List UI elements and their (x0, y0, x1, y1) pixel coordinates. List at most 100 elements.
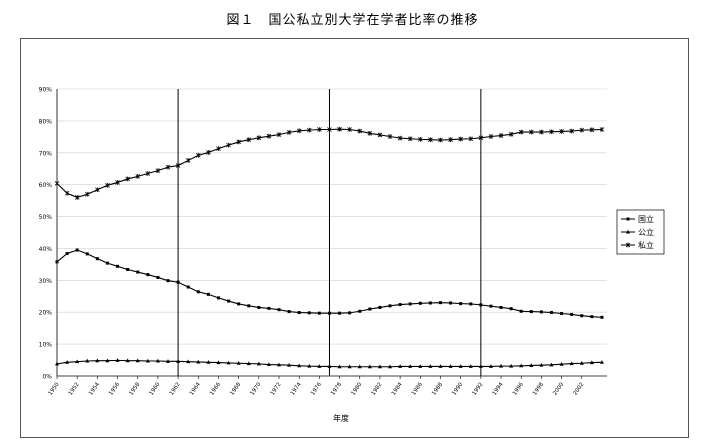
data-point (438, 301, 442, 305)
data-point (146, 273, 150, 277)
data-point (428, 364, 433, 368)
data-point (286, 129, 292, 135)
data-point (579, 127, 585, 133)
data-point (357, 128, 363, 134)
data-point (569, 361, 574, 366)
x-tick-label: 1968 (229, 381, 242, 396)
data-point (579, 361, 584, 365)
data-point (115, 180, 120, 185)
data-point (599, 127, 605, 132)
data-point (206, 360, 211, 364)
data-point (327, 364, 332, 368)
data-point (287, 362, 292, 367)
data-point (509, 363, 514, 368)
data-point (216, 360, 221, 365)
data-point (559, 129, 564, 134)
data-point (196, 152, 201, 158)
x-tick-label: 1992 (472, 382, 485, 397)
data-point (246, 361, 251, 366)
data-point (145, 171, 151, 176)
data-point (236, 139, 241, 145)
legend-marker (626, 229, 630, 234)
data-point (85, 252, 89, 256)
data-point (296, 128, 302, 134)
data-point (358, 309, 362, 313)
data-point (488, 134, 494, 139)
data-point (116, 264, 120, 268)
data-point (125, 176, 130, 182)
data-point (65, 360, 70, 364)
data-point (307, 363, 312, 368)
data-point (95, 187, 100, 193)
legend-box (616, 209, 665, 255)
legend-marker (625, 242, 631, 248)
data-point (388, 364, 393, 369)
data-point (64, 190, 70, 196)
x-tick-label: 1996 (512, 381, 525, 396)
data-point (227, 299, 231, 303)
data-point (55, 260, 59, 264)
x-tick-labels: 1950 1952 1954 1956 1958 1960 1962 1964 1966 1968… (48, 381, 586, 396)
y-tick-label: 0% (42, 374, 52, 381)
data-point (155, 168, 161, 174)
data-point (529, 310, 533, 314)
data-point (155, 358, 160, 363)
x-tick-label: 1994 (492, 381, 505, 396)
data-point (317, 364, 322, 368)
y-tick-label: 20% (39, 310, 53, 317)
x-tick-label: 1976 (310, 381, 323, 396)
series-triangle (55, 358, 604, 369)
chart-frame (20, 38, 689, 438)
data-point (468, 136, 474, 142)
y-tick-label: 80% (39, 118, 53, 125)
data-point (136, 270, 140, 274)
x-tick-label: 1966 (209, 381, 222, 396)
data-point (267, 306, 271, 310)
data-point (337, 126, 342, 132)
data-point (338, 311, 342, 315)
data-point (438, 137, 443, 143)
data-point (54, 180, 60, 186)
gridlines (57, 88, 607, 345)
data-point (175, 163, 181, 168)
data-point (276, 132, 282, 138)
data-point (458, 364, 463, 368)
data-point (518, 129, 524, 135)
data-series (54, 126, 605, 369)
data-point (407, 136, 413, 142)
data-point (236, 361, 241, 365)
data-point (589, 360, 594, 365)
data-point (256, 361, 261, 366)
data-point (368, 307, 372, 311)
x-tick-label: 1978 (330, 381, 343, 396)
data-point (216, 296, 220, 300)
data-point (377, 364, 382, 369)
data-point (367, 364, 372, 369)
x-tick-label: 1982 (371, 382, 384, 397)
data-point (539, 310, 543, 314)
data-point (74, 195, 80, 200)
data-point (549, 311, 553, 315)
data-point (226, 360, 231, 365)
data-point (307, 127, 312, 133)
data-point (499, 305, 503, 309)
data-point (327, 127, 332, 132)
data-point (257, 305, 261, 309)
series-star (54, 126, 605, 200)
legend-label: 国立 (638, 214, 654, 224)
data-point (519, 363, 524, 368)
data-point (589, 127, 595, 133)
data-point (95, 257, 99, 261)
legend-label: 公立 (638, 227, 654, 237)
data-point (135, 173, 141, 179)
data-point (135, 358, 140, 363)
data-point (246, 137, 252, 143)
data-point (216, 146, 221, 152)
data-point (488, 364, 493, 368)
data-point (176, 280, 180, 284)
data-point (458, 136, 463, 142)
data-point (186, 359, 191, 364)
data-point (478, 135, 484, 141)
data-point (580, 314, 584, 318)
legend-label: 私立 (638, 240, 654, 250)
